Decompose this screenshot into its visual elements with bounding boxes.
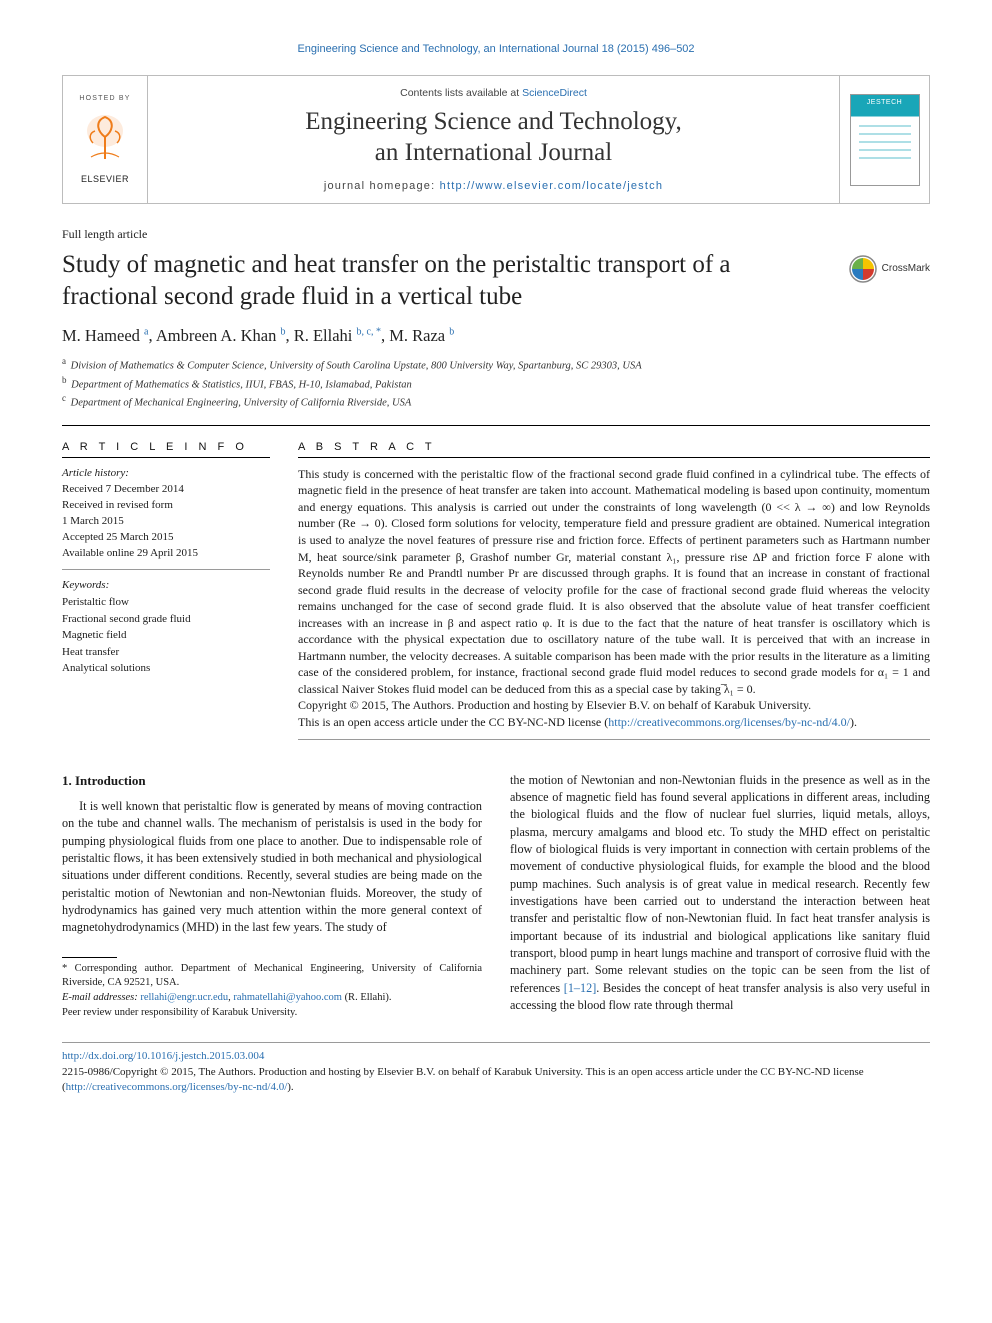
keyword-line: Analytical solutions [62, 660, 270, 677]
history-line: Received in revised form [62, 498, 270, 514]
elsevier-tree-logo-icon [75, 109, 135, 169]
email-link-1[interactable]: rellahi@engr.ucr.edu [140, 992, 228, 1003]
abstract-bottom-rule [298, 739, 930, 740]
section-heading-intro: 1. Introduction [62, 772, 482, 790]
journal-title-line1: Engineering Science and Technology, [305, 108, 682, 135]
keyword-line: Heat transfer [62, 644, 270, 661]
abstract-body: This study is concerned with the perista… [298, 467, 930, 696]
history-line: Accepted 25 March 2015 [62, 530, 270, 546]
footer-license-link[interactable]: http://creativecommons.org/licenses/by-n… [66, 1081, 288, 1093]
crossmark-label: CrossMark [882, 262, 930, 276]
keyword-line: Magnetic field [62, 627, 270, 644]
corresponding-author: * Corresponding author. Department of Me… [62, 962, 482, 991]
publisher-logo-col: HOSTED BY ELSEVIER [63, 76, 148, 204]
article-type: Full length article [62, 226, 930, 242]
journal-homepage-line: journal homepage: http://www.elsevier.co… [158, 179, 829, 194]
abstract-openaccess-prefix: This is an open access article under the… [298, 715, 608, 729]
contents-prefix: Contents lists available at [400, 87, 522, 99]
hosted-by-label: HOSTED BY [79, 94, 130, 103]
affiliation-line: b Department of Mathematics & Statistics… [62, 374, 930, 393]
authors: M. Hameed a, Ambreen A. Khan b, R. Ellah… [62, 325, 930, 347]
crossmark-badge[interactable]: CrossMark [849, 255, 930, 283]
intro-para-1: It is well known that peristaltic flow i… [62, 798, 482, 937]
doi-link[interactable]: http://dx.doi.org/10.1016/j.jestch.2015.… [62, 1050, 264, 1062]
abstract-heading: A B S T R A C T [298, 440, 930, 455]
ref-link-1-12[interactable]: [1–12] [564, 981, 597, 995]
crossmark-icon [849, 255, 877, 283]
abstract-text: This study is concerned with the perista… [298, 466, 930, 731]
history-line: Received 7 December 2014 [62, 482, 270, 498]
keywords-block: Keywords: Peristaltic flowFractional sec… [62, 578, 270, 676]
abstract-license-link[interactable]: http://creativecommons.org/licenses/by-n… [608, 715, 850, 729]
affiliation-line: a Division of Mathematics & Computer Sci… [62, 355, 930, 374]
header-center: Contents lists available at ScienceDirec… [148, 76, 839, 204]
abstract-copyright: Copyright © 2015, The Authors. Productio… [298, 698, 811, 712]
footnotes: * Corresponding author. Department of Me… [62, 957, 482, 1021]
publisher-name: ELSEVIER [81, 173, 129, 185]
journal-title: Engineering Science and Technology, an I… [158, 106, 829, 169]
keyword-line: Fractional second grade fluid [62, 611, 270, 628]
info-separator [62, 569, 270, 570]
cover-thumb-col [839, 76, 929, 204]
history-line: Available online 29 April 2015 [62, 546, 270, 562]
abstract-openaccess-suffix: ). [850, 715, 857, 729]
history-line: 1 March 2015 [62, 514, 270, 530]
affiliation-line: c Department of Mechanical Engineering, … [62, 392, 930, 411]
article-title: Study of magnetic and heat transfer on t… [62, 249, 831, 313]
keyword-line: Peristaltic flow [62, 594, 270, 611]
abstract-column: A B S T R A C T This study is concerned … [298, 426, 930, 740]
email-line: E-mail addresses: rellahi@engr.ucr.edu, … [62, 991, 482, 1006]
issn-line-post: ). [287, 1081, 293, 1093]
abstract-rule [298, 457, 930, 458]
journal-header: HOSTED BY ELSEVIER Contents lists availa… [62, 75, 930, 205]
page-footer: http://dx.doi.org/10.1016/j.jestch.2015.… [62, 1042, 930, 1095]
article-info-rule [62, 457, 270, 458]
email-label: E-mail addresses: [62, 992, 140, 1003]
article-info-column: A R T I C L E I N F O Article history: R… [62, 426, 270, 740]
homepage-prefix: journal homepage: [324, 180, 440, 192]
intro-para-2: the motion of Newtonian and non-Newtonia… [510, 772, 930, 1015]
keywords-label: Keywords: [62, 578, 270, 594]
journal-homepage-link[interactable]: http://www.elsevier.com/locate/jestch [440, 180, 664, 192]
footnote-rule [62, 957, 117, 958]
journal-title-line2: an International Journal [375, 139, 612, 166]
body-two-column: 1. Introduction It is well known that pe… [62, 772, 930, 1021]
article-history: Article history: Received 7 December 201… [62, 466, 270, 562]
article-info-heading: A R T I C L E I N F O [62, 440, 270, 455]
email-link-2[interactable]: rahmatellahi@yahoo.com [233, 992, 342, 1003]
email-author: (R. Ellahi). [342, 992, 392, 1003]
affiliations: a Division of Mathematics & Computer Sci… [62, 355, 930, 411]
running-header: Engineering Science and Technology, an I… [62, 42, 930, 57]
journal-cover-thumb-icon [850, 94, 920, 186]
intro-p2-pre: the motion of Newtonian and non-Newtonia… [510, 773, 930, 995]
contents-line: Contents lists available at ScienceDirec… [158, 86, 829, 100]
peer-review-note: Peer review under responsibility of Kara… [62, 1006, 482, 1021]
history-label: Article history: [62, 467, 129, 479]
sciencedirect-link[interactable]: ScienceDirect [522, 87, 587, 99]
